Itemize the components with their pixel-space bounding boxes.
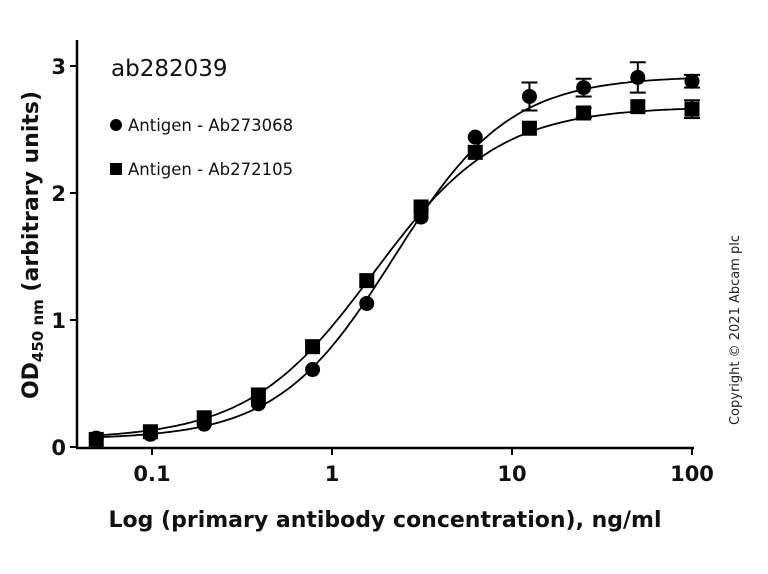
y-tick-label: 0 <box>51 436 66 460</box>
fit-curves <box>96 77 693 439</box>
square-marker-icon <box>521 120 537 136</box>
legend-item-ab272105: Antigen - Ab272105 <box>110 160 293 179</box>
x-tick-label: 0.1 <box>133 462 170 486</box>
circle-marker-icon <box>630 69 646 85</box>
x-tick-label: 10 <box>497 462 526 486</box>
axes: 0 1 2 3 0.1 1 10 100 <box>51 40 714 486</box>
square-marker-icon <box>110 163 122 175</box>
x-ticks: 0.1 1 10 100 <box>133 448 714 486</box>
y-axis-title-rest: (arbitrary units) <box>19 91 44 299</box>
circle-marker-icon <box>521 88 537 104</box>
square-marker-icon <box>576 105 592 121</box>
circle-marker-icon <box>305 362 321 378</box>
x-tick-label: 1 <box>325 462 340 486</box>
y-tick-label: 3 <box>51 55 66 79</box>
y-axis-title: OD450 nm (arbitrary units) <box>19 91 47 399</box>
square-marker-icon <box>250 387 266 403</box>
square-marker-icon <box>413 199 429 215</box>
fit-curve <box>96 77 693 439</box>
square-marker-icon <box>467 144 483 160</box>
chart-title: ab282039 <box>111 56 228 82</box>
square-marker-icon <box>684 101 700 117</box>
y-ticks: 0 1 2 3 <box>51 55 77 460</box>
circle-marker-icon <box>359 295 375 311</box>
square-marker-icon <box>196 410 212 426</box>
square-marker-icon <box>305 339 321 355</box>
circle-marker-icon <box>684 73 700 89</box>
square-marker-icon <box>88 431 104 447</box>
y-axis-title-subscript: 450 nm <box>29 299 47 362</box>
legend-label: Antigen - Ab273068 <box>128 116 293 135</box>
y-tick-label: 1 <box>51 309 66 333</box>
legend-item-ab273068: Antigen - Ab273068 <box>110 116 293 135</box>
y-tick-label: 2 <box>51 182 66 206</box>
circle-marker-icon <box>110 119 122 131</box>
square-marker-icon <box>142 424 158 440</box>
data-points <box>88 61 700 447</box>
square-marker-icon <box>630 99 646 115</box>
circle-marker-icon <box>576 80 592 96</box>
square-marker-icon <box>359 273 375 289</box>
x-axis-title: Log (primary antibody concentration), ng… <box>109 508 662 533</box>
legend-label: Antigen - Ab272105 <box>128 160 293 179</box>
x-tick-label: 100 <box>670 462 714 486</box>
copyright-notice: Copyright © 2021 Abcam plc <box>728 235 743 425</box>
legend: Antigen - Ab273068 Antigen - Ab272105 <box>110 116 293 179</box>
y-axis-title-main: OD <box>19 362 44 399</box>
circle-marker-icon <box>467 129 483 145</box>
fit-curve <box>96 107 693 437</box>
